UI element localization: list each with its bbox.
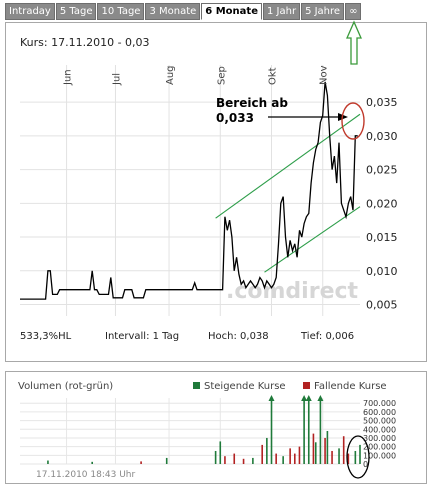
price-chart-panel	[5, 22, 427, 362]
stat-hl: 533,3%HL	[20, 331, 72, 342]
stat-intervall: Intervall: 1 Tag	[105, 331, 180, 342]
legend-down: Fallende Kurse	[303, 381, 387, 392]
tab-3[interactable]: 3 Monate	[145, 3, 201, 20]
stat-hoch: Hoch: 0,038	[208, 331, 269, 342]
timestamp: 17.11.2010 18:43 Uhr	[36, 470, 136, 480]
tab-7[interactable]: ∞	[345, 3, 362, 20]
volume-title: Volumen (rot-grün)	[18, 381, 114, 392]
legend-up-label: Steigende Kurse	[204, 381, 286, 392]
tab-1[interactable]: 5 Tage	[55, 3, 97, 20]
stat-tief: Tief: 0,006	[301, 331, 355, 342]
tab-4[interactable]: 6 Monate	[201, 3, 262, 20]
legend-up: Steigende Kurse	[193, 381, 286, 392]
legend-down-label: Fallende Kurse	[314, 381, 387, 392]
timeframe-tabs: Intraday 5 Tage 10 Tage 3 Monate 6 Monate 1 J…	[5, 3, 425, 20]
tab-2[interactable]: 10 Tage	[97, 3, 145, 20]
legend-down-swatch	[303, 382, 310, 389]
legend-up-swatch	[193, 382, 200, 389]
tab-0[interactable]: Intraday	[5, 3, 55, 20]
tab-6[interactable]: 5 Jahre	[301, 3, 345, 20]
tab-5[interactable]: 1 Jahr	[262, 3, 301, 20]
kurs-label: Kurs: 17.11.2010 - 0,03	[20, 36, 150, 49]
